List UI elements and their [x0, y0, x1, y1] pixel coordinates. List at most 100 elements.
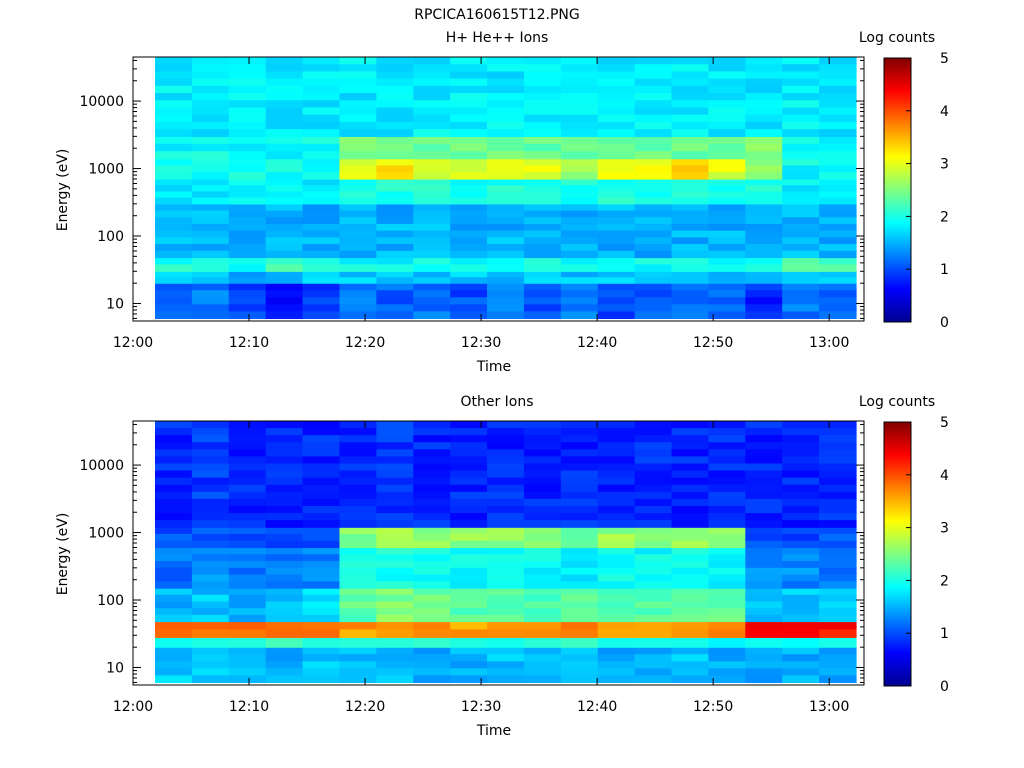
heatmap-cell — [339, 277, 377, 284]
heatmap-cell — [745, 491, 783, 500]
heatmap-cell — [523, 554, 562, 562]
heatmap-cell — [339, 78, 377, 87]
heatmap-cell — [782, 581, 820, 589]
heatmap-cell — [339, 621, 377, 631]
heatmap-cell — [671, 172, 710, 180]
heatmap-cell — [228, 614, 267, 623]
heatmap-cell — [523, 533, 562, 542]
heatmap-cell — [708, 114, 746, 123]
heatmap-cell — [634, 143, 673, 152]
heatmap-cell — [191, 244, 230, 252]
heatmap-cell — [155, 178, 193, 186]
heatmap-cell — [523, 93, 562, 101]
heatmap-cell — [302, 547, 341, 555]
heatmap-cell — [708, 304, 746, 312]
x-tick-label: 12:00 — [113, 335, 153, 351]
heatmap-cell — [487, 250, 525, 259]
heatmap-cell — [265, 614, 304, 623]
heatmap-cell — [671, 668, 710, 676]
heatmap-cell — [155, 277, 193, 284]
heatmap-cell — [302, 637, 341, 648]
heatmap-cell — [745, 197, 783, 205]
heatmap-cell — [560, 203, 599, 212]
heatmap-cell — [782, 428, 820, 436]
heatmap-cell — [265, 264, 304, 272]
heatmap-cell — [671, 107, 710, 116]
heatmap-cell — [413, 428, 451, 436]
heatmap-cell — [450, 203, 488, 212]
heatmap-cell — [523, 85, 562, 94]
heatmap-cell — [560, 230, 599, 238]
heatmap-cell — [155, 283, 193, 291]
heatmap-cell — [523, 143, 562, 152]
heatmap-cell — [782, 64, 820, 73]
heatmap-cell — [228, 271, 267, 278]
heatmap-cell — [265, 93, 304, 101]
heatmap-cell — [191, 554, 230, 562]
heatmap-cell — [597, 151, 636, 160]
heatmap-cell — [413, 290, 451, 298]
heatmap-cell — [265, 210, 304, 218]
x-tick-label: 13:00 — [809, 335, 849, 351]
heatmap-cell — [819, 421, 857, 429]
heatmap-cell — [819, 107, 857, 116]
heatmap-cell — [745, 223, 783, 232]
heatmap-cell — [265, 435, 304, 443]
heatmap-cell — [413, 675, 451, 684]
heatmap-cell — [413, 581, 451, 589]
heatmap-cell — [597, 428, 636, 436]
heatmap-cell — [560, 64, 599, 73]
heatmap-cell — [671, 533, 710, 542]
heatmap-cell — [819, 250, 857, 259]
heatmap-cell — [745, 271, 783, 278]
heatmap-cell — [745, 435, 783, 443]
heatmap-cell — [376, 463, 414, 472]
colorbar-tick-label: 3 — [940, 157, 949, 173]
heatmap-cell — [634, 533, 673, 542]
heatmap-cell — [634, 107, 673, 116]
heatmap-cell — [413, 107, 451, 116]
heatmap-cell — [450, 129, 488, 137]
heatmap-cell — [450, 449, 488, 457]
heatmap-cell — [560, 264, 599, 272]
heatmap-cell — [782, 71, 820, 80]
colorbar-tick-label: 5 — [940, 415, 949, 431]
heatmap-cell — [265, 463, 304, 472]
heatmap-cell — [708, 107, 746, 116]
heatmap-cell — [782, 107, 820, 116]
heatmap-cell — [597, 178, 636, 186]
heatmap-cell — [819, 121, 857, 130]
heatmap-cell — [634, 277, 673, 284]
heatmap-cell — [155, 297, 193, 305]
heatmap-cell — [819, 533, 857, 542]
heatmap-cell — [597, 574, 636, 582]
heatmap-cell — [191, 470, 230, 479]
heatmap-cell — [671, 456, 710, 465]
heatmap-cell — [228, 435, 267, 443]
heatmap-cell — [228, 143, 267, 152]
heatmap-cell — [745, 629, 783, 638]
heatmap-cells — [155, 421, 857, 684]
heatmap-cell — [708, 85, 746, 94]
heatmap-cell — [487, 456, 525, 465]
heatmap-cell — [228, 297, 267, 305]
heatmap-cell — [671, 594, 710, 603]
heatmap-cell — [523, 136, 562, 145]
heatmap-cell — [671, 114, 710, 123]
heatmap-cell — [339, 290, 377, 298]
heatmap-cell — [745, 513, 783, 521]
heatmap-cell — [450, 64, 488, 73]
heatmap-cell — [155, 574, 193, 582]
heatmap-cell — [634, 290, 673, 298]
heatmap-cell — [265, 567, 304, 576]
heatmap-cell — [597, 172, 636, 180]
heatmap-cell — [708, 283, 746, 291]
colorbar — [883, 57, 912, 323]
heatmap-cell — [523, 621, 562, 631]
heatmap-cell — [560, 574, 599, 582]
heatmap-cell — [450, 107, 488, 116]
heatmap-cell — [155, 608, 193, 616]
heatmap-cell — [560, 520, 599, 528]
heatmap-cell — [560, 505, 599, 514]
heatmap-cell — [708, 608, 746, 616]
